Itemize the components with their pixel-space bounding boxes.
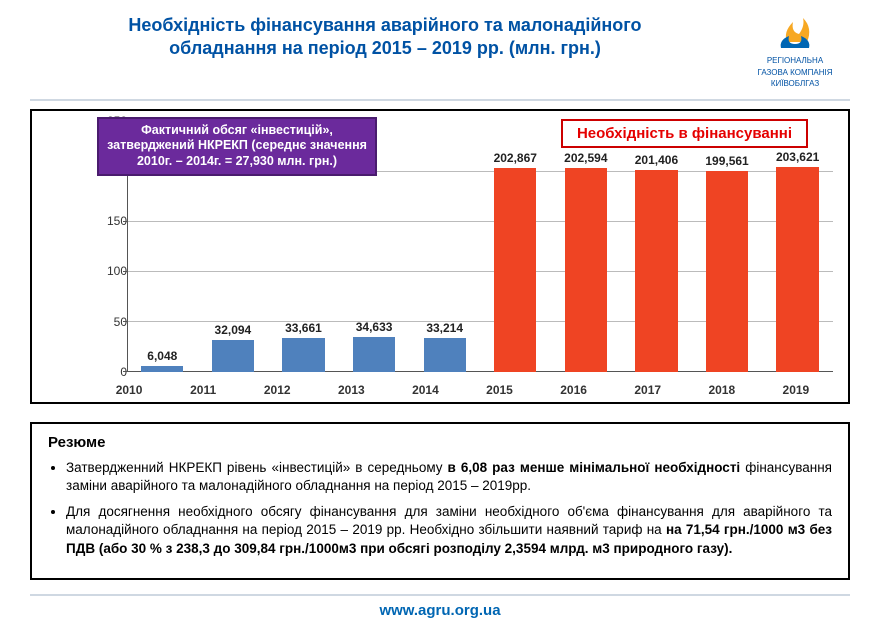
bar [706, 171, 748, 371]
title-line-1: Необхідність фінансування аварійного та … [30, 14, 740, 37]
bar-value-label: 203,621 [776, 150, 819, 164]
header: Необхідність фінансування аварійного та … [30, 14, 850, 89]
bar [424, 338, 466, 371]
x-tick-label: 2013 [314, 383, 388, 397]
bar-slot: 203,621 [762, 121, 833, 372]
anno-purple-l3: 2010г. – 2014г. = 27,930 млн. грн.) [107, 154, 367, 170]
x-tick-label: 2019 [759, 383, 833, 397]
footer: www.agru.org.ua [30, 594, 850, 620]
annotation-red: Необхідність в фінансуванні [561, 119, 808, 148]
bar-value-label: 33,661 [285, 321, 322, 335]
x-tick-label: 2010 [92, 383, 166, 397]
bar [282, 338, 324, 372]
logo-text-3: КИЇВОБЛГАЗ [740, 79, 850, 89]
divider-bottom [30, 594, 850, 596]
bar-value-label: 202,594 [564, 151, 607, 165]
logo-text-2: ГАЗОВА КОМПАНІЯ [740, 68, 850, 78]
anno-purple-l2: затверджений НКРЕКП (середнє значення [107, 138, 367, 154]
bar-value-label: 201,406 [635, 153, 678, 167]
logo-text-1: РЕГІОНАЛЬНА [740, 56, 850, 66]
anno-red-text: Необхідність в фінансуванні [577, 125, 792, 142]
divider-top [30, 99, 850, 101]
bar-slot: 33,214 [409, 121, 480, 372]
txt-bold: в 6,08 раз менше мінімальної необхідност… [448, 460, 741, 475]
annotation-purple: Фактичний обсяг «інвестицій», затверджен… [97, 117, 377, 176]
txt: Затвердженний НКРЕКП рівень «інвестицій»… [66, 460, 448, 475]
company-logo: РЕГІОНАЛЬНА ГАЗОВА КОМПАНІЯ КИЇВОБЛГАЗ [740, 14, 850, 89]
bar [776, 167, 818, 371]
bar-slot: 202,594 [551, 121, 622, 372]
title-line-2: обладнання на період 2015 – 2019 рр. (мл… [30, 37, 740, 60]
bar-chart: Фактичний обсяг «інвестицій», затверджен… [30, 109, 850, 404]
bar [635, 170, 677, 372]
resume-box: Резюме Затвердженний НКРЕКП рівень «інве… [30, 422, 850, 580]
x-axis-labels: 2010201120122013201420152016201720182019 [92, 383, 833, 397]
x-tick-label: 2017 [611, 383, 685, 397]
bar-value-label: 32,094 [215, 323, 252, 337]
bar [565, 168, 607, 371]
x-tick-label: 2011 [166, 383, 240, 397]
anno-purple-l1: Фактичний обсяг «інвестицій», [107, 123, 367, 139]
bar [141, 366, 183, 372]
resume-list: Затвердженний НКРЕКП рівень «інвестицій»… [48, 459, 832, 558]
bar-value-label: 33,214 [426, 321, 463, 335]
bar [212, 340, 254, 372]
resume-bullet-1: Затвердженний НКРЕКП рівень «інвестицій»… [66, 459, 832, 495]
x-tick-label: 2015 [462, 383, 536, 397]
x-tick-label: 2018 [685, 383, 759, 397]
footer-url: www.agru.org.ua [379, 602, 500, 619]
flame-icon [775, 14, 815, 54]
x-tick-label: 2016 [537, 383, 611, 397]
bar-value-label: 199,561 [705, 154, 748, 168]
bar-value-label: 6,048 [147, 349, 177, 363]
resume-bullet-2: Для досягнення необхідного обсягу фінанс… [66, 503, 832, 558]
x-tick-label: 2012 [240, 383, 314, 397]
title-block: Необхідність фінансування аварійного та … [30, 14, 740, 89]
bar-value-label: 202,867 [494, 151, 537, 165]
x-tick-label: 2014 [388, 383, 462, 397]
bar-slot: 199,561 [692, 121, 763, 372]
bar [494, 168, 536, 372]
bar-slot: 202,867 [480, 121, 551, 372]
resume-heading: Резюме [48, 434, 832, 451]
bar-slot: 201,406 [621, 121, 692, 372]
bar [353, 337, 395, 372]
bar-value-label: 34,633 [356, 320, 393, 334]
